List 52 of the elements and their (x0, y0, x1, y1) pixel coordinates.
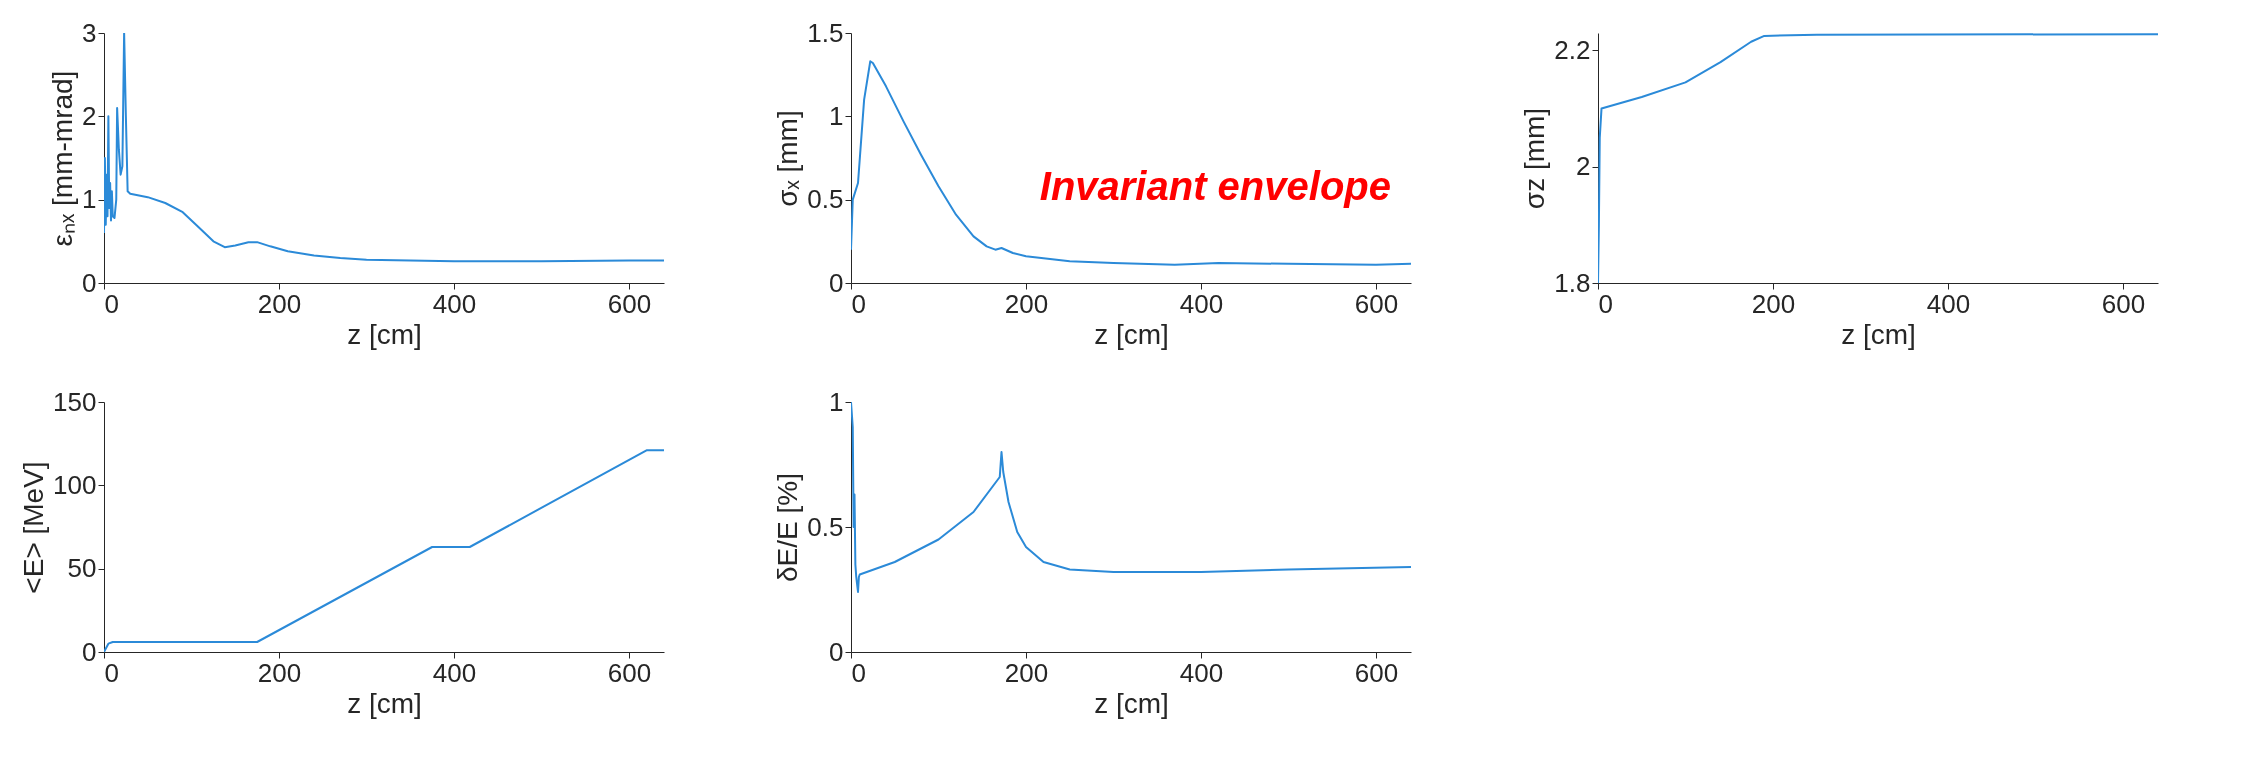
x-tick-label: 600 (1354, 657, 1399, 688)
x-tick-label: 200 (257, 657, 302, 688)
y-tick-label: 1 (829, 386, 844, 417)
line-series (851, 402, 1411, 593)
x-axis-title: z [cm] (347, 687, 422, 719)
x-tick-label: 0 (1598, 288, 1613, 319)
line-series (851, 60, 1411, 266)
y-axis-title: σₓ [mm] (772, 110, 804, 207)
y-tick-label: 0 (829, 636, 844, 667)
x-axis-title: z [cm] (1094, 687, 1169, 719)
y-tick-label: 1 (829, 100, 844, 131)
y-tick-label: 1 (82, 184, 97, 215)
x-tick-label: 600 (2101, 288, 2146, 319)
x-tick-label: 0 (104, 657, 119, 688)
x-tick-label: 400 (432, 657, 477, 688)
x-tick-label: 200 (1004, 657, 1049, 688)
x-tick-label: 400 (1926, 288, 1971, 319)
y-tick-label: 150 (53, 386, 97, 417)
x-axis-title: z [cm] (1094, 318, 1169, 350)
y-axis-title: σz [mm] (1519, 107, 1551, 210)
y-tick-label: 0.5 (807, 511, 844, 542)
x-tick-label: 0 (104, 288, 119, 319)
x-tick-label: 0 (851, 288, 866, 319)
y-axis-title: εₙₓ [mm-mrad] (47, 70, 79, 247)
y-axis-title: δE/E [%] (772, 473, 804, 582)
y-tick-label: 100 (53, 469, 97, 500)
x-tick-label: 400 (1179, 288, 1224, 319)
x-tick-label: 600 (607, 657, 652, 688)
y-tick-label: 0 (829, 267, 844, 298)
x-axis-title: z [cm] (347, 318, 422, 350)
y-tick-label: 0 (82, 267, 97, 298)
annotation: Invariant envelope (1039, 164, 1391, 208)
y-tick-label: 1.5 (807, 17, 844, 48)
x-tick-label: 400 (432, 288, 477, 319)
x-tick-label: 200 (257, 288, 302, 319)
y-tick-label: 3 (82, 17, 97, 48)
y-tick-label: 50 (67, 553, 97, 584)
y-tick-label: 0 (82, 636, 97, 667)
x-tick-label: 0 (851, 657, 866, 688)
line-series (104, 33, 664, 263)
x-tick-label: 200 (1004, 288, 1049, 319)
y-tick-label: 2.2 (1554, 34, 1591, 65)
y-tick-label: 2 (1576, 151, 1591, 182)
y-tick-label: 0.5 (807, 184, 844, 215)
x-tick-label: 400 (1179, 657, 1224, 688)
y-axis-title: <E> [MeV] (18, 461, 50, 594)
x-tick-label: 600 (607, 288, 652, 319)
x-tick-label: 200 (1751, 288, 1796, 319)
y-tick-label: 2 (82, 100, 97, 131)
x-tick-label: 600 (1354, 288, 1399, 319)
x-axis-title: z [cm] (1841, 318, 1916, 350)
y-tick-label: 1.8 (1554, 267, 1591, 298)
